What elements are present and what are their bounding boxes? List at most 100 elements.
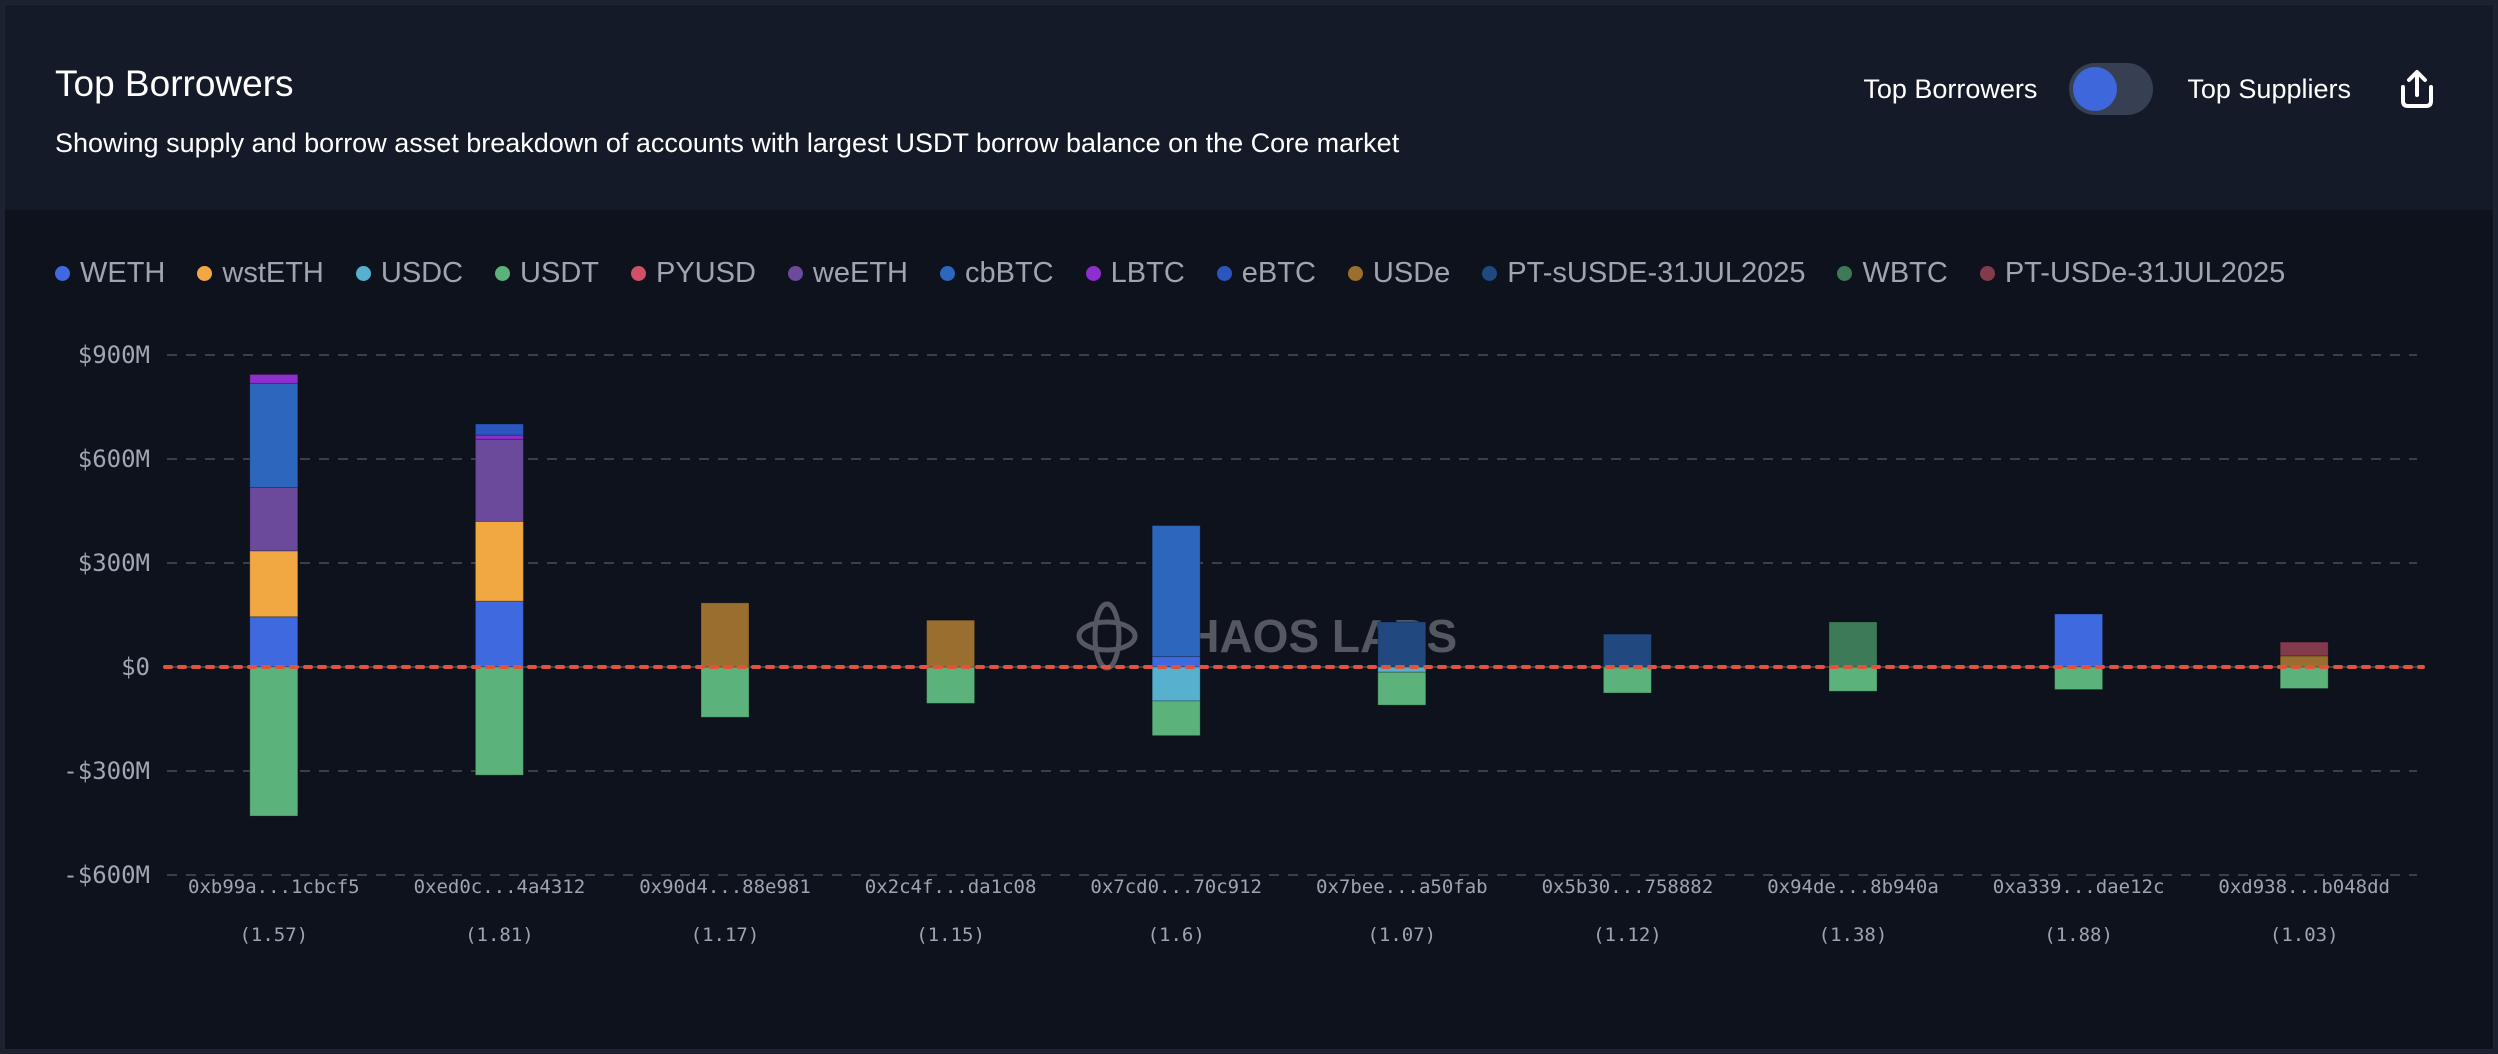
chart-legend: WETH wstETH USDC USDT PYUSD weETH cbBTC LBTC eBT… [55, 257, 2317, 290]
bar-segment-pt-susde-31jul2025[interactable] [1377, 621, 1427, 668]
legend-label: PYUSD [656, 257, 756, 289]
bar-segment-usdt[interactable] [2279, 666, 2329, 689]
legend-item-wbtc[interactable]: WBTC [1837, 257, 1948, 290]
bar-stack-1[interactable] [474, 423, 524, 776]
bar-segment-weth[interactable] [474, 600, 524, 668]
card-header: Top Borrowers Showing supply and borrow … [5, 5, 2493, 210]
legend-item-usdc[interactable]: USDC [355, 257, 464, 290]
x-tick-address: 0x90d4...88e981 [639, 876, 811, 898]
bar-stack-2[interactable] [700, 602, 750, 718]
bar-segment-usdt[interactable] [249, 666, 299, 817]
x-tick-address: 0xb99a...1cbcf5 [188, 876, 360, 898]
x-tick-address: 0xd938...b048dd [2218, 876, 2390, 898]
legend-dot-icon [355, 266, 371, 281]
x-tick-address: 0xed0c...4a4312 [414, 876, 586, 898]
toggle-label-top-borrowers[interactable]: Top Borrowers [1863, 73, 2038, 104]
y-tick-label: $300M [78, 549, 150, 577]
bar-segment-usdt[interactable] [474, 666, 524, 776]
legend-item-lbtc[interactable]: LBTC [1085, 257, 1185, 290]
watermark-logo-icon [1092, 601, 1122, 671]
legend-label: USDT [520, 257, 599, 289]
bar-segment-usdt[interactable] [926, 666, 976, 704]
bar-segment-wbtc[interactable] [1828, 621, 1878, 668]
bar-segment-lbtc[interactable] [249, 373, 299, 384]
bar-segment-usdt[interactable] [1377, 671, 1427, 706]
legend-dot-icon [55, 266, 70, 281]
bar-stack-0[interactable] [249, 373, 299, 817]
bar-segment-wsteth[interactable] [249, 550, 299, 618]
x-tick-address: 0xa339...dae12c [1993, 876, 2165, 898]
bar-segment-usde[interactable] [926, 619, 976, 668]
toggle-label-top-suppliers[interactable]: Top Suppliers [2187, 73, 2351, 104]
legend-item-cbbtc[interactable]: cbBTC [940, 257, 1054, 290]
y-tick-label: -$300M [63, 757, 150, 785]
legend-label: PT-USDe-31JUL2025 [2004, 257, 2286, 289]
legend-item-usde[interactable]: USDe [1347, 257, 1451, 290]
legend-dot-icon [1482, 266, 1498, 281]
bar-stack-9[interactable] [2279, 641, 2329, 689]
page-subtitle: Showing supply and borrow asset breakdow… [55, 128, 1400, 158]
legend-dot-icon [1837, 266, 1853, 281]
legend-dot-icon [940, 266, 955, 281]
legend-item-ebtc[interactable]: eBTC [1216, 257, 1316, 290]
borrowers-suppliers-switch[interactable] [2069, 63, 2154, 115]
legend-label: USDC [380, 257, 464, 289]
bar-stack-3[interactable] [926, 619, 976, 704]
bar-segment-usdt[interactable] [1602, 666, 1652, 694]
legend-item-usdt[interactable]: USDT [495, 257, 599, 290]
legend-dot-icon [495, 266, 511, 281]
bar-stack-7[interactable] [1828, 621, 1878, 692]
legend-label: PT-sUSDE-31JUL2025 [1507, 257, 1806, 289]
legend-item-weeth[interactable]: weETH [787, 257, 908, 290]
bar-segment-lbtc[interactable] [474, 434, 524, 440]
watermark-logo-icon [1076, 619, 1138, 653]
bar-segment-weth[interactable] [249, 616, 299, 668]
x-tick-health-factor: (1.15) [916, 924, 985, 946]
legend-item-pt-susde-31jul2025[interactable]: PT-sUSDE-31JUL2025 [1482, 257, 1805, 290]
bar-segment-cbbtc[interactable] [1151, 525, 1201, 658]
bar-segment-usdt[interactable] [1151, 700, 1201, 737]
legend-label: eBTC [1241, 257, 1316, 289]
legend-label: wstETH [222, 257, 324, 289]
bar-stack-5[interactable] [1377, 621, 1427, 706]
legend-dot-icon [1085, 266, 1101, 281]
bar-segment-pt-susde-31jul2025[interactable] [1602, 633, 1652, 668]
bar-segment-weeth[interactable] [474, 438, 524, 522]
bar-segment-usdc[interactable] [1151, 666, 1201, 702]
legend-label: weETH [812, 257, 908, 289]
bar-segment-usde[interactable] [700, 602, 750, 668]
legend-item-wsteth[interactable]: wstETH [197, 257, 324, 290]
x-tick-health-factor: (1.57) [239, 924, 308, 946]
legend-item-pt-usde-31jul2025[interactable]: PT-USDe-31JUL2025 [1979, 257, 2286, 290]
share-button[interactable] [2393, 65, 2441, 113]
x-tick-health-factor: (1.17) [691, 924, 760, 946]
y-tick-label: $600M [78, 445, 150, 473]
legend-item-pyusd[interactable]: PYUSD [631, 257, 756, 290]
bar-segment-pt-usde-31jul2025[interactable] [2279, 641, 2329, 657]
legend-label: USDe [1372, 257, 1451, 289]
bar-segment-weth[interactable] [2054, 613, 2104, 668]
bar-segment-weeth[interactable] [249, 486, 299, 552]
bar-stack-8[interactable] [2054, 613, 2104, 691]
bar-segment-usdt[interactable] [700, 666, 750, 718]
legend-label: WBTC [1862, 257, 1948, 289]
bar-segment-cbbtc[interactable] [249, 382, 299, 488]
legend-dot-icon [197, 266, 213, 281]
legend-item-weth[interactable]: WETH [55, 257, 165, 290]
bar-segment-ebtc[interactable] [474, 423, 524, 436]
bar-segment-usdt[interactable] [1828, 666, 1878, 692]
x-tick-health-factor: (1.07) [1367, 924, 1436, 946]
x-tick-health-factor: (1.03) [2270, 924, 2339, 946]
bar-segment-usdt[interactable] [2054, 666, 2104, 691]
legend-dot-icon [1347, 266, 1363, 281]
bar-stack-4[interactable] [1151, 525, 1201, 737]
legend-label: cbBTC [965, 257, 1054, 289]
bar-segment-wsteth[interactable] [474, 520, 524, 602]
top-borrowers-card: Top Borrowers Showing supply and borrow … [4, 4, 2494, 1050]
x-tick-address: 0x94de...8b940a [1767, 876, 1939, 898]
x-tick-health-factor: (1.12) [1593, 924, 1662, 946]
x-tick-health-factor: (1.81) [465, 924, 534, 946]
bar-stack-6[interactable] [1602, 633, 1652, 694]
x-tick-health-factor: (1.38) [1819, 924, 1888, 946]
